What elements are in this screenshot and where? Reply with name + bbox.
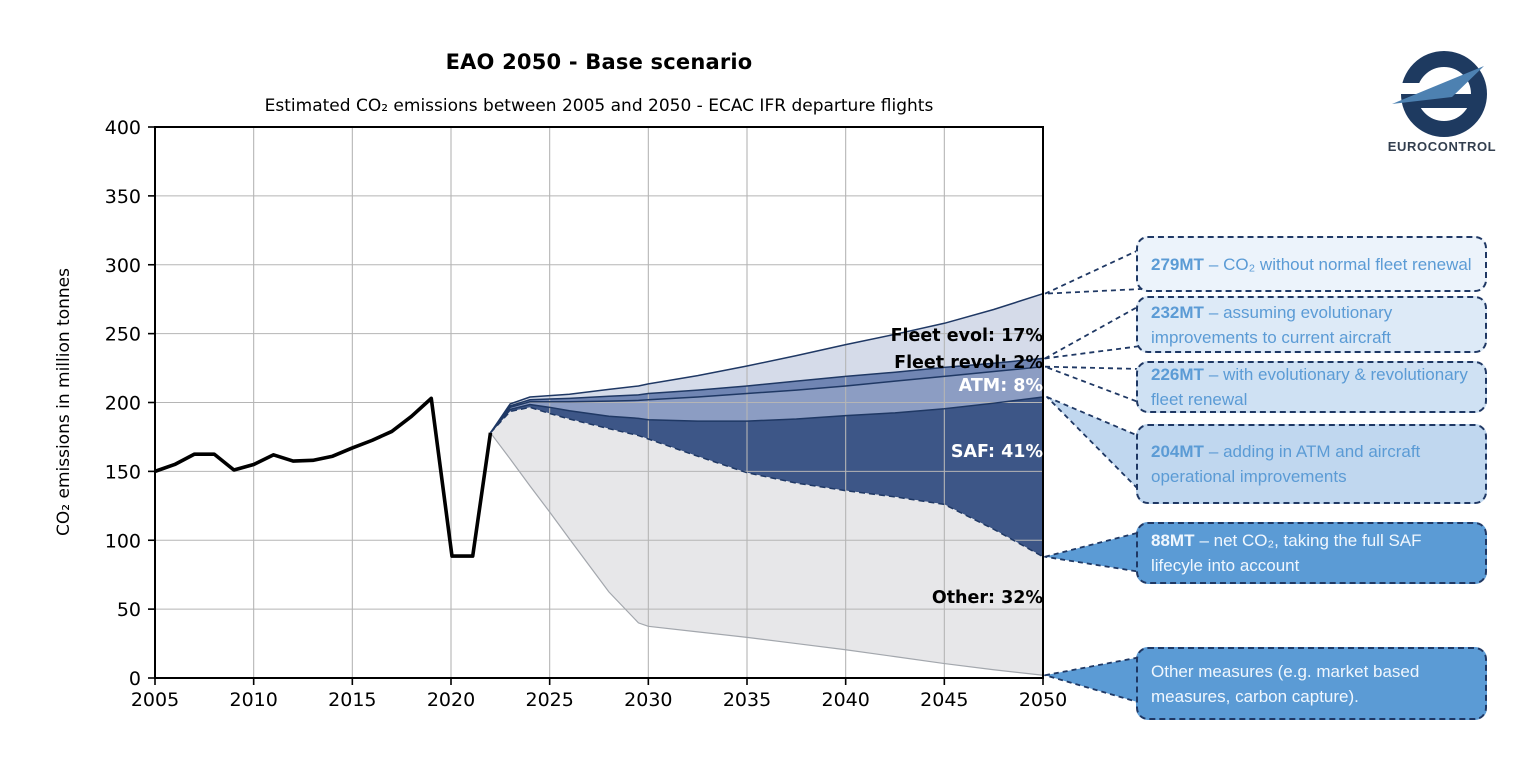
- x-tick-label: 2045: [920, 689, 968, 711]
- callout-value: 204MT: [1151, 442, 1204, 461]
- x-tick-label: 2035: [723, 689, 771, 711]
- y-tick-label: 300: [105, 255, 141, 277]
- band-fleet-revol-2: [490, 358, 1043, 433]
- wedge-label-atm: ATM: 8%: [958, 375, 1043, 396]
- band-atm-8: [490, 366, 1043, 433]
- callout-text: – net CO₂, taking the full SAF lifecyle …: [1151, 531, 1422, 575]
- callout-other-measures: Other measures (e.g. market based measur…: [1136, 647, 1487, 720]
- callout-value: 226MT: [1151, 365, 1204, 384]
- callout-204mt: 204MT – adding in ATM and aircraft operat…: [1136, 424, 1487, 504]
- band-fleet-evol-17: [490, 293, 1043, 433]
- y-tick-label: 0: [129, 668, 141, 690]
- y-tick-label: 350: [105, 186, 141, 208]
- boundary-232mt: [489, 357, 1044, 434]
- callout-value: 232MT: [1151, 302, 1204, 322]
- callout-text: Other measures (e.g. market based measur…: [1151, 661, 1420, 706]
- boundary-279mt: [489, 292, 1044, 434]
- eurocontrol-logo-icon: [1392, 51, 1487, 137]
- x-tick-label: 2005: [131, 689, 179, 711]
- callout-tail: [1044, 531, 1142, 573]
- historical-emissions-line: [154, 396, 493, 558]
- callout-tail: [1046, 396, 1142, 493]
- x-tick-label: 2030: [624, 689, 672, 711]
- callout-232mt: 232MT – assuming evolutionary improvement…: [1136, 296, 1487, 353]
- wedge-label-fleet-evol: Fleet evol: 17%: [890, 326, 1043, 347]
- y-axis-label: CO₂ emissions in million tonnes: [54, 268, 74, 536]
- eurocontrol-logo-text: EUROCONTROL: [1387, 139, 1497, 154]
- callout-279mt: 279MT – CO₂ without normal fleet renewal: [1136, 236, 1487, 292]
- callout-tail: [1044, 304, 1142, 360]
- callout-value: 88MT: [1151, 531, 1195, 550]
- boundary-2mt: [489, 432, 1044, 676]
- band-saf-41: [490, 396, 1043, 557]
- x-tick-label: 2040: [821, 689, 869, 711]
- y-tick-label: 250: [105, 324, 141, 346]
- callout-text: – adding in ATM and aircraft operational…: [1151, 442, 1421, 486]
- y-tick-label: 400: [105, 117, 141, 139]
- callout-value: 279MT: [1151, 254, 1204, 274]
- y-tick-label: 100: [105, 530, 141, 552]
- x-tick-label: 2025: [525, 689, 573, 711]
- boundary-88mt: [489, 406, 1044, 558]
- y-tick-label: 150: [105, 461, 141, 483]
- y-tick-label: 50: [117, 599, 141, 621]
- callout-tail: [1044, 248, 1142, 295]
- chart-subtitle: Estimated CO₂ emissions between 2005 and…: [264, 96, 934, 116]
- boundary-204mt: [489, 396, 1044, 434]
- wedge-label-saf: SAF: 41%: [950, 441, 1043, 462]
- band-other-32: [490, 407, 1043, 676]
- wedge-label-fleet-revol: Fleet revol: 2%: [894, 352, 1043, 373]
- y-tick-label: 200: [105, 393, 141, 415]
- wedge-label-other: Other: 32%: [931, 587, 1043, 608]
- x-tick-label: 2010: [229, 689, 277, 711]
- callout-text: – assuming evolutionary improvements to …: [1151, 302, 1393, 347]
- callout-text: – CO₂ without normal fleet renewal: [1208, 254, 1472, 274]
- x-tick-label: 2050: [1019, 689, 1067, 711]
- callout-tail: [1044, 365, 1142, 404]
- x-tick-label: 2015: [328, 689, 376, 711]
- callout-226mt: 226MT – with evolutionary & revolutionary…: [1136, 361, 1487, 413]
- callout-text: – with evolutionary & revolutionary flee…: [1151, 365, 1468, 409]
- page-title: EAO 2050 - Base scenario: [445, 50, 753, 74]
- boundary-226mt: [489, 365, 1044, 434]
- callout-88mt: 88MT – net CO₂, taking the full SAF lifec…: [1136, 522, 1487, 584]
- x-tick-label: 2020: [427, 689, 475, 711]
